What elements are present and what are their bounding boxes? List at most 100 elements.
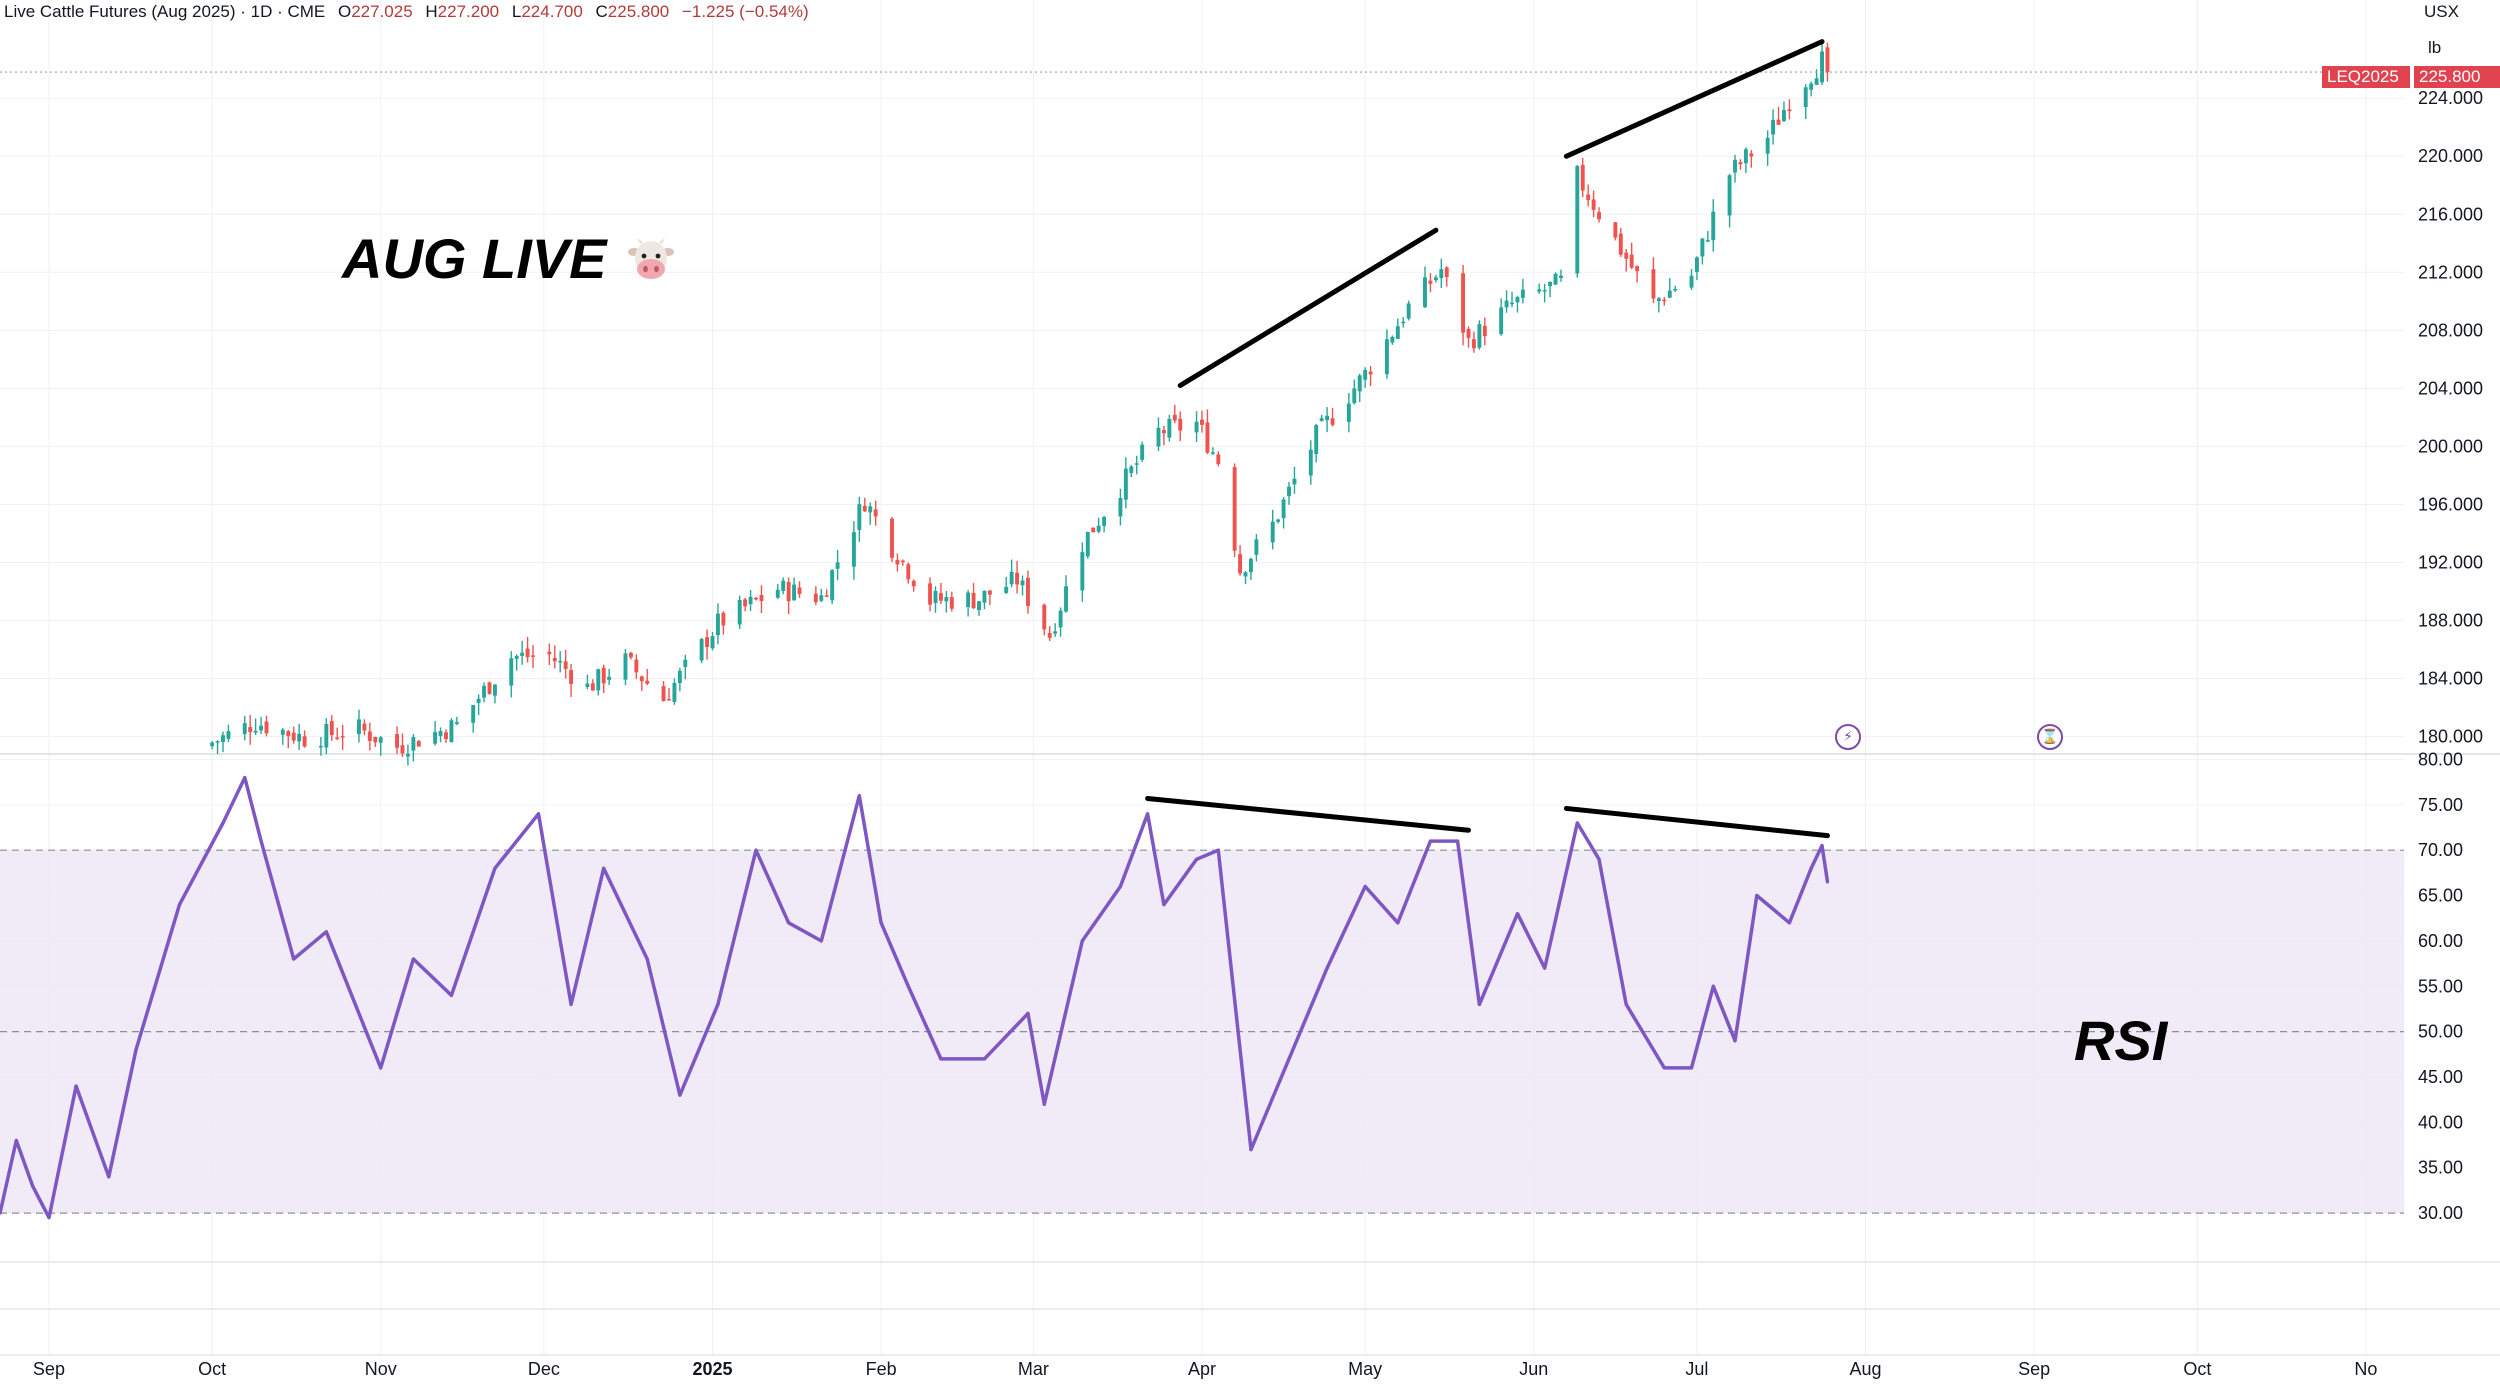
candle-body bbox=[438, 731, 443, 736]
candle bbox=[1314, 423, 1319, 463]
rsi-point bbox=[1325, 966, 1329, 970]
candle-body bbox=[1096, 525, 1101, 532]
candle-body bbox=[754, 597, 758, 600]
candle bbox=[873, 500, 878, 526]
rsi-point bbox=[1820, 844, 1824, 848]
price-tick-label: 196.000 bbox=[2418, 494, 2483, 514]
candle-body bbox=[677, 670, 682, 683]
high-value: 227.200 bbox=[437, 2, 500, 21]
candle bbox=[280, 727, 285, 745]
candle bbox=[585, 674, 590, 690]
candle bbox=[819, 588, 824, 603]
candle bbox=[378, 736, 383, 756]
candle-body bbox=[482, 685, 487, 698]
rsi-point bbox=[787, 921, 791, 925]
candle bbox=[1694, 256, 1699, 281]
candle bbox=[1238, 545, 1243, 576]
candle bbox=[454, 716, 459, 726]
rsi-point bbox=[1146, 812, 1150, 816]
rsi-tick-label: 80.00 bbox=[2418, 749, 2463, 769]
candle-body bbox=[590, 683, 595, 691]
time-tick-label: 2025 bbox=[692, 1359, 732, 1379]
candle bbox=[1575, 164, 1580, 278]
open-value: 227.025 bbox=[351, 2, 413, 21]
currency-label[interactable]: USX bbox=[2424, 2, 2459, 21]
candle-body bbox=[1254, 539, 1259, 555]
candle bbox=[1597, 207, 1601, 223]
time-tick-label: No bbox=[2354, 1359, 2377, 1379]
candle bbox=[868, 502, 873, 525]
candle bbox=[1482, 317, 1487, 346]
candle-body bbox=[699, 639, 704, 661]
candle-body bbox=[492, 684, 497, 696]
candle bbox=[340, 724, 345, 750]
candle bbox=[1727, 173, 1732, 228]
candle bbox=[1743, 147, 1748, 174]
candle-body bbox=[1330, 418, 1335, 425]
candle-body bbox=[890, 518, 894, 558]
candle-body bbox=[938, 593, 943, 601]
rsi-tick-label: 75.00 bbox=[2418, 795, 2463, 815]
hourglass-icon[interactable]: ⌛ bbox=[2037, 724, 2063, 750]
candle-body bbox=[1444, 267, 1449, 278]
candle bbox=[1667, 278, 1672, 298]
rsi-point bbox=[1825, 880, 1830, 884]
candle-body bbox=[1123, 468, 1128, 500]
candle bbox=[1129, 464, 1134, 478]
rsi-point bbox=[906, 984, 910, 988]
candle-body bbox=[242, 723, 247, 735]
annotation-rsi-label: RSI bbox=[2074, 1009, 2168, 1072]
candle-body bbox=[1700, 238, 1705, 257]
candle-body bbox=[1542, 289, 1547, 292]
annotation-title-text: AUG LIVE bbox=[342, 227, 607, 290]
candle-body bbox=[1553, 273, 1558, 285]
price-tick-label: 192.000 bbox=[2418, 552, 2483, 572]
time-axis[interactable]: Sep Oct Nov Dec 2025 Feb Mar Apr May Jun Jul Aug Sep… bbox=[33, 1359, 2378, 1379]
time-tick-label: Apr bbox=[1188, 1359, 1216, 1379]
candle bbox=[1167, 414, 1172, 442]
candle-body bbox=[1406, 303, 1411, 319]
candle-body bbox=[1782, 110, 1786, 122]
close-label: C bbox=[595, 2, 608, 21]
symbol-title[interactable]: Live Cattle Futures (Aug 2025) · 1D · CM… bbox=[4, 2, 326, 21]
candle bbox=[1308, 440, 1313, 485]
rsi-axis[interactable]: 30.00 35.00 40.00 45.00 50.00 55.00 60.00 65.00… bbox=[2418, 749, 2463, 1223]
candle bbox=[242, 715, 247, 741]
candle-body bbox=[1586, 194, 1591, 200]
price-trend-line bbox=[1563, 39, 1825, 159]
time-tick-label: Feb bbox=[866, 1359, 897, 1379]
candle bbox=[1586, 184, 1591, 207]
candle bbox=[1673, 285, 1678, 293]
candle bbox=[531, 645, 535, 668]
candle bbox=[987, 590, 992, 605]
candle bbox=[1809, 81, 1814, 97]
candle bbox=[851, 521, 856, 580]
rsi-point bbox=[1428, 839, 1433, 843]
rsi-point bbox=[493, 866, 497, 870]
candle bbox=[639, 675, 644, 691]
candle bbox=[1433, 275, 1438, 283]
candle-body bbox=[944, 597, 949, 602]
rsi-point bbox=[645, 957, 649, 961]
candle bbox=[433, 721, 438, 746]
candle bbox=[1591, 190, 1596, 218]
lightning-icon[interactable]: ⚡ bbox=[1835, 724, 1861, 750]
candle bbox=[569, 664, 574, 697]
candle bbox=[667, 687, 671, 701]
rsi-point bbox=[14, 1138, 18, 1143]
candle-body bbox=[1466, 328, 1471, 338]
candle bbox=[900, 559, 905, 566]
candle-body bbox=[1025, 577, 1030, 606]
price-axis[interactable]: 180.000 184.000 188.000 192.000 196.000 200.0… bbox=[2418, 88, 2483, 746]
candle-body bbox=[1085, 531, 1090, 557]
symbol-header: Live Cattle Futures (Aug 2025) · 1D · CM… bbox=[4, 2, 809, 22]
candle-body bbox=[873, 509, 878, 517]
candle bbox=[1200, 410, 1204, 433]
candle-body bbox=[1287, 486, 1291, 497]
candle-body bbox=[1194, 421, 1199, 433]
unit-label[interactable]: lb bbox=[2428, 38, 2442, 57]
candle-body bbox=[1575, 166, 1580, 274]
candle bbox=[971, 583, 976, 609]
candle bbox=[710, 631, 715, 651]
candle bbox=[547, 643, 552, 666]
